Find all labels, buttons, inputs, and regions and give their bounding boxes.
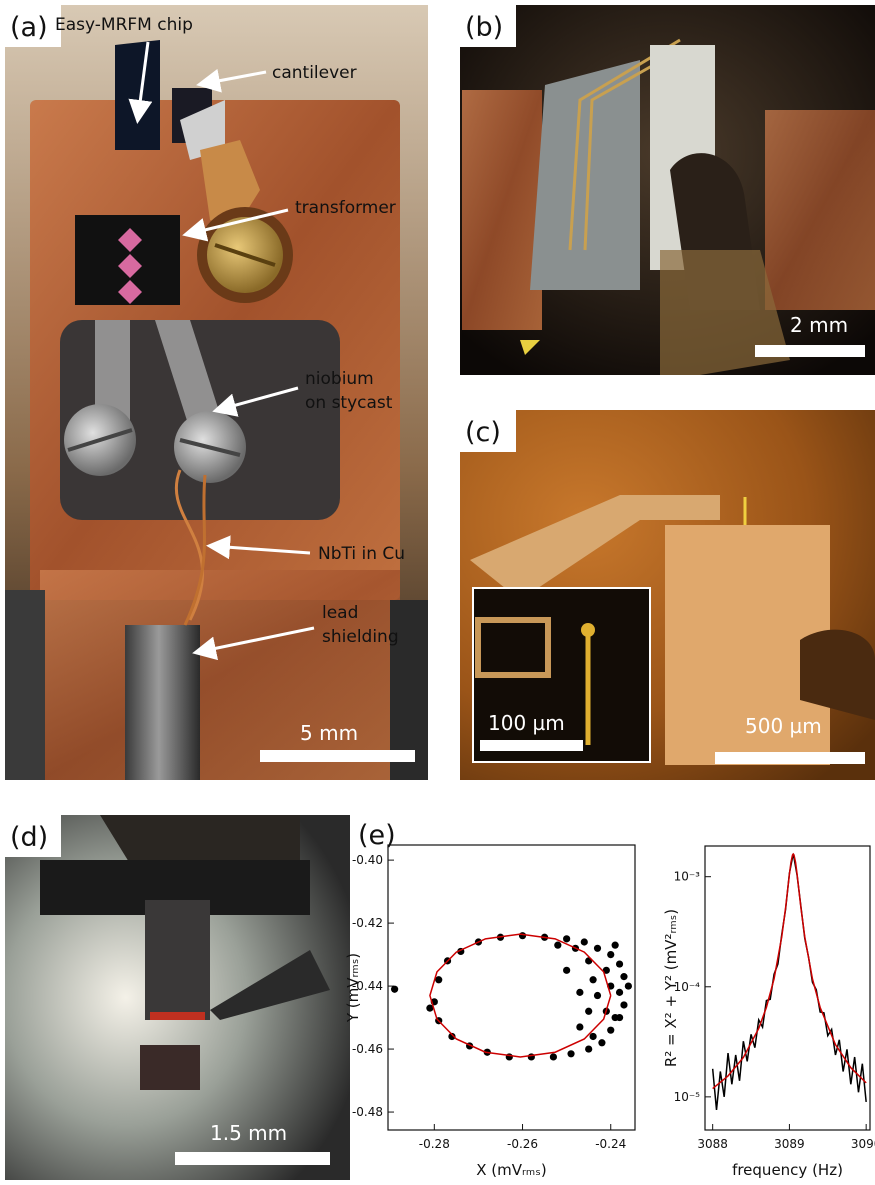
plot-area xyxy=(713,854,866,1110)
data-point xyxy=(594,992,601,999)
x-axis-label: frequency (Hz) xyxy=(732,1161,843,1179)
x-tick-label: -0.28 xyxy=(419,1137,450,1151)
figure: (a) Easy-MRFM chip cantilever transforme… xyxy=(0,0,875,1185)
y-tick-label: 10⁻³ xyxy=(674,870,701,884)
data-point xyxy=(519,932,526,939)
scale-bar-label: 1.5 mm xyxy=(210,1121,287,1145)
data-point xyxy=(563,967,570,974)
scale-bar-label: 2 mm xyxy=(790,313,848,337)
data-point xyxy=(607,1027,614,1034)
panel-label: (a) xyxy=(10,12,48,43)
data-point xyxy=(625,982,632,989)
data-point xyxy=(567,1050,574,1057)
x-tick-label: 3088 xyxy=(697,1137,728,1151)
scale-bar xyxy=(175,1152,330,1165)
plot-frame xyxy=(388,845,635,1130)
data-point xyxy=(563,935,570,942)
data-point xyxy=(620,1001,627,1008)
photo-d xyxy=(5,815,350,1180)
annotation: on stycast xyxy=(305,393,393,413)
x-tick-label: 3090 xyxy=(851,1137,875,1151)
y-tick-label: -0.46 xyxy=(352,1042,383,1056)
scale-bar xyxy=(715,752,865,764)
x-tick-label: 3089 xyxy=(774,1137,805,1151)
data-point xyxy=(616,1014,623,1021)
annotation: cantilever xyxy=(272,63,357,83)
data-line xyxy=(713,854,866,1110)
annotation: shielding xyxy=(322,627,399,647)
scale-bar-label: 500 µm xyxy=(745,714,822,738)
data-point xyxy=(589,1033,596,1040)
scale-bar-label: 100 µm xyxy=(488,711,565,735)
data-point xyxy=(391,986,398,993)
data-line xyxy=(430,934,611,1057)
y-axis-label: Y (mVᵣₘₛ) xyxy=(344,953,362,1023)
x-tick-label: -0.26 xyxy=(507,1137,538,1151)
data-point xyxy=(581,938,588,945)
y-tick-label: 10⁻⁵ xyxy=(674,1090,701,1104)
data-point xyxy=(589,976,596,983)
annotation: Easy-MRFM chip xyxy=(55,15,193,35)
data-point xyxy=(585,1045,592,1052)
data-point xyxy=(576,989,583,996)
scale-bar xyxy=(755,345,865,357)
data-point xyxy=(594,945,601,952)
data-point xyxy=(576,1023,583,1030)
data-point xyxy=(554,942,561,949)
scale-bar xyxy=(480,740,583,751)
data-point xyxy=(607,951,614,958)
data-point xyxy=(585,1008,592,1015)
data-point xyxy=(598,1039,605,1046)
scale-bar-label: 5 mm xyxy=(300,721,358,745)
y-tick-label: -0.42 xyxy=(352,916,383,930)
panel-label: (c) xyxy=(465,417,501,448)
data-point xyxy=(612,942,619,949)
data-point xyxy=(616,989,623,996)
chart: -0.28-0.26-0.24-0.40-0.42-0.44-0.46-0.48… xyxy=(344,845,635,1179)
panel-label: (d) xyxy=(10,822,48,853)
panel-label: (e) xyxy=(358,820,396,851)
plot-area xyxy=(391,932,632,1060)
data-point xyxy=(435,976,442,983)
data-point xyxy=(616,960,623,967)
x-axis-label: X (mVᵣₘₛ) xyxy=(476,1161,546,1179)
x-tick-label: -0.24 xyxy=(595,1137,626,1151)
data-point xyxy=(620,973,627,980)
y-axis-label: R² = X² + Y² (mV²ᵣₘₛ) xyxy=(662,909,680,1067)
annotation: niobium xyxy=(305,369,374,389)
y-tick-label: -0.40 xyxy=(352,853,383,867)
data-line xyxy=(713,854,866,1088)
annotation: lead xyxy=(322,603,358,623)
page: {"panels": [ {"label": "(a)", "annotatio… xyxy=(0,0,875,1185)
panel-label: (b) xyxy=(465,12,503,43)
data-point xyxy=(550,1053,557,1060)
annotation: transformer xyxy=(295,198,396,218)
scale-bar xyxy=(260,750,415,762)
y-tick-label: -0.48 xyxy=(352,1105,383,1119)
annotation: NbTi in Cu xyxy=(318,544,405,564)
